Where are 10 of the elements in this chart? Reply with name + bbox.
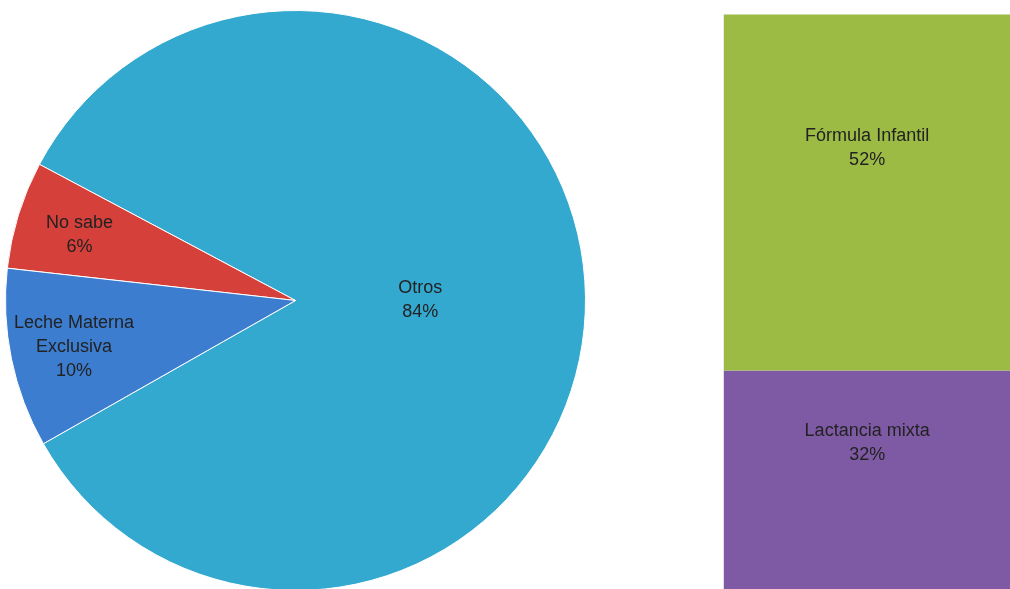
- slice-label: No sabe: [45, 211, 113, 232]
- series-label: Lactancia mixta: [804, 419, 931, 440]
- series-label: Fórmula Infantil: [805, 125, 930, 146]
- data-label: 84%: [402, 300, 439, 321]
- data-label: 32%: [849, 443, 886, 464]
- data-label: 52%: [849, 149, 886, 170]
- data-label: 10%: [55, 359, 92, 380]
- slice-label: Leche Materna Exclusiva: [13, 311, 135, 356]
- data-label: 6%: [66, 235, 93, 256]
- slice-label: Otros: [398, 276, 443, 297]
